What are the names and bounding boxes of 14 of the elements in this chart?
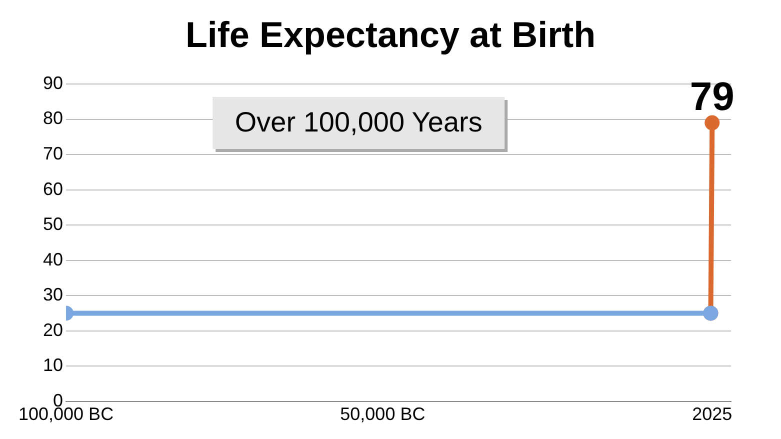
y-tick-label: 20 <box>42 320 64 340</box>
y-tick-label: 50 <box>42 214 64 234</box>
data-label: 79 <box>690 74 734 119</box>
y-tick-label: 80 <box>42 108 64 128</box>
x-tick-label: 50,000 BC <box>340 404 426 424</box>
y-tick-label: 70 <box>42 144 64 164</box>
annotation: Over 100,000 Years <box>234 106 482 138</box>
y-tick-label: 30 <box>42 284 64 305</box>
chart-title: Life Expectancy at Birth <box>184 13 597 57</box>
x-tick-label: 2025 <box>692 404 732 424</box>
y-tick-label: 90 <box>42 72 64 93</box>
y-tick-label: 10 <box>42 355 64 376</box>
y-tick-label: 40 <box>42 249 64 270</box>
y-tick-label: 60 <box>42 178 64 199</box>
